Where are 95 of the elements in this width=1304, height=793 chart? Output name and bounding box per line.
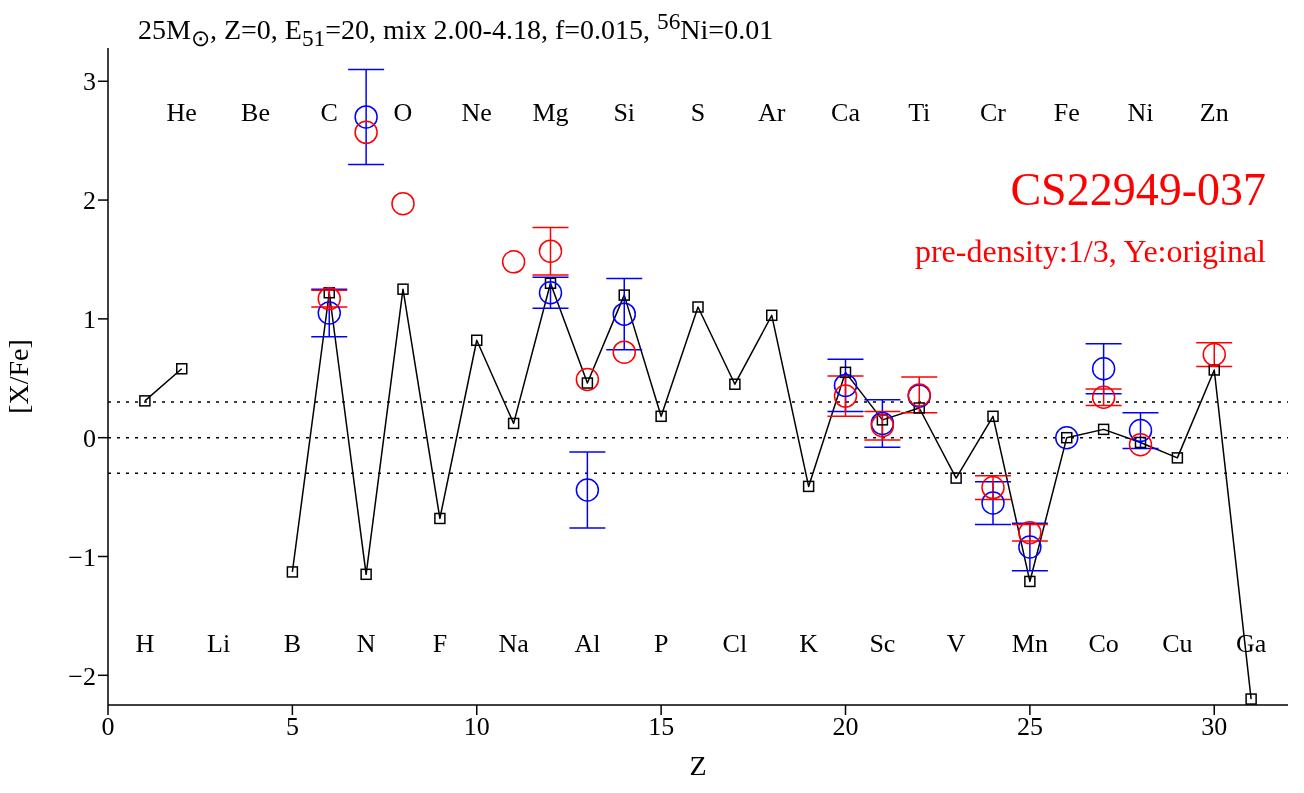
y-tick-label: −1 [68, 542, 96, 572]
point [950, 472, 962, 484]
annotation: Na [498, 629, 529, 659]
annotation: H [135, 629, 155, 659]
point [612, 302, 636, 326]
annotation: pre-density:1/3, Ye:original [914, 233, 1266, 270]
point [1128, 418, 1153, 443]
annotation: O [393, 98, 413, 128]
point [1245, 693, 1257, 705]
annotation: Mg [532, 98, 569, 128]
annotation: B [283, 629, 302, 659]
point [538, 239, 563, 263]
point [507, 417, 520, 430]
point [360, 568, 372, 581]
point [833, 384, 858, 408]
y-tick-label: 3 [83, 67, 96, 97]
point [913, 402, 925, 414]
point [1024, 575, 1036, 588]
annotation: Ti [908, 98, 931, 128]
annotation: N [356, 629, 376, 659]
point [317, 301, 341, 325]
annotation: P [653, 629, 669, 659]
point [1097, 423, 1110, 436]
annotation: Li [207, 629, 231, 659]
annotation: F [432, 629, 448, 659]
annotation: He [166, 98, 197, 128]
annotation: Co [1088, 629, 1119, 659]
annotation: S [690, 98, 706, 128]
annotation: Cl [722, 629, 748, 659]
point [286, 566, 299, 578]
x-tick-label: 15 [648, 712, 675, 742]
chart-title: 25M$_{⊙}$, Z=0, E$_{51}$=20, mix 2.00-4.18, f=0.015, $^{56}$Ni=0.01 [138, 8, 774, 52]
point [471, 334, 483, 347]
point [354, 120, 378, 145]
annotation: Mn [1011, 629, 1048, 659]
annotation: Be [241, 98, 270, 128]
annotation: V [946, 629, 966, 659]
point [575, 367, 600, 392]
point [1171, 452, 1184, 464]
point [317, 286, 341, 311]
y-tick-label: 1 [83, 305, 96, 335]
annotation: Ar [758, 98, 786, 128]
annotation: K [799, 629, 819, 659]
annotation: Sc [869, 629, 896, 659]
annotation: Al [574, 629, 601, 659]
point [501, 250, 526, 274]
x-tick-label: 10 [463, 712, 490, 742]
point [833, 373, 858, 398]
point [1055, 425, 1079, 450]
point [434, 512, 446, 525]
y-tick-label: −2 [68, 661, 96, 691]
y-axis-title: [X/Fe] [2, 339, 34, 414]
y-tick-label: 0 [83, 423, 96, 453]
point [544, 277, 557, 289]
point [766, 309, 778, 322]
point [354, 105, 378, 129]
point [612, 340, 636, 364]
point [987, 410, 999, 423]
point [655, 410, 667, 423]
point [1018, 520, 1042, 545]
annotation: Fe [1053, 98, 1080, 128]
point [1091, 385, 1116, 410]
point [692, 301, 704, 313]
point [1208, 364, 1220, 376]
annotation: Si [613, 98, 636, 128]
x-tick-label: 30 [1201, 712, 1228, 742]
point [139, 395, 151, 407]
point [1091, 357, 1116, 381]
point [802, 480, 815, 493]
annotation: Cu [1162, 629, 1193, 659]
point [981, 491, 1005, 515]
x-tick-label: 5 [285, 712, 299, 742]
x-axis-title: Z [689, 750, 707, 781]
y-tick-label: 2 [83, 186, 96, 216]
point [1202, 342, 1226, 367]
point [575, 478, 600, 502]
point [1018, 535, 1042, 559]
point [981, 475, 1005, 500]
annotation: Zn [1199, 98, 1229, 128]
point [729, 378, 741, 390]
point [618, 289, 630, 301]
x-tick-label: 25 [1016, 712, 1043, 742]
annotation: Cr [980, 98, 1006, 128]
annotation: Ne [461, 98, 492, 128]
point [1128, 433, 1153, 457]
point [176, 363, 188, 375]
x-tick-label: 20 [832, 712, 859, 742]
point [391, 191, 415, 216]
point [538, 280, 563, 305]
annotation: C [320, 98, 338, 128]
annotation: Ca [831, 98, 860, 128]
annotation: Ni [1127, 98, 1154, 128]
annotation: CS22949-037 [1010, 163, 1266, 216]
point [839, 366, 852, 379]
point [397, 283, 409, 295]
